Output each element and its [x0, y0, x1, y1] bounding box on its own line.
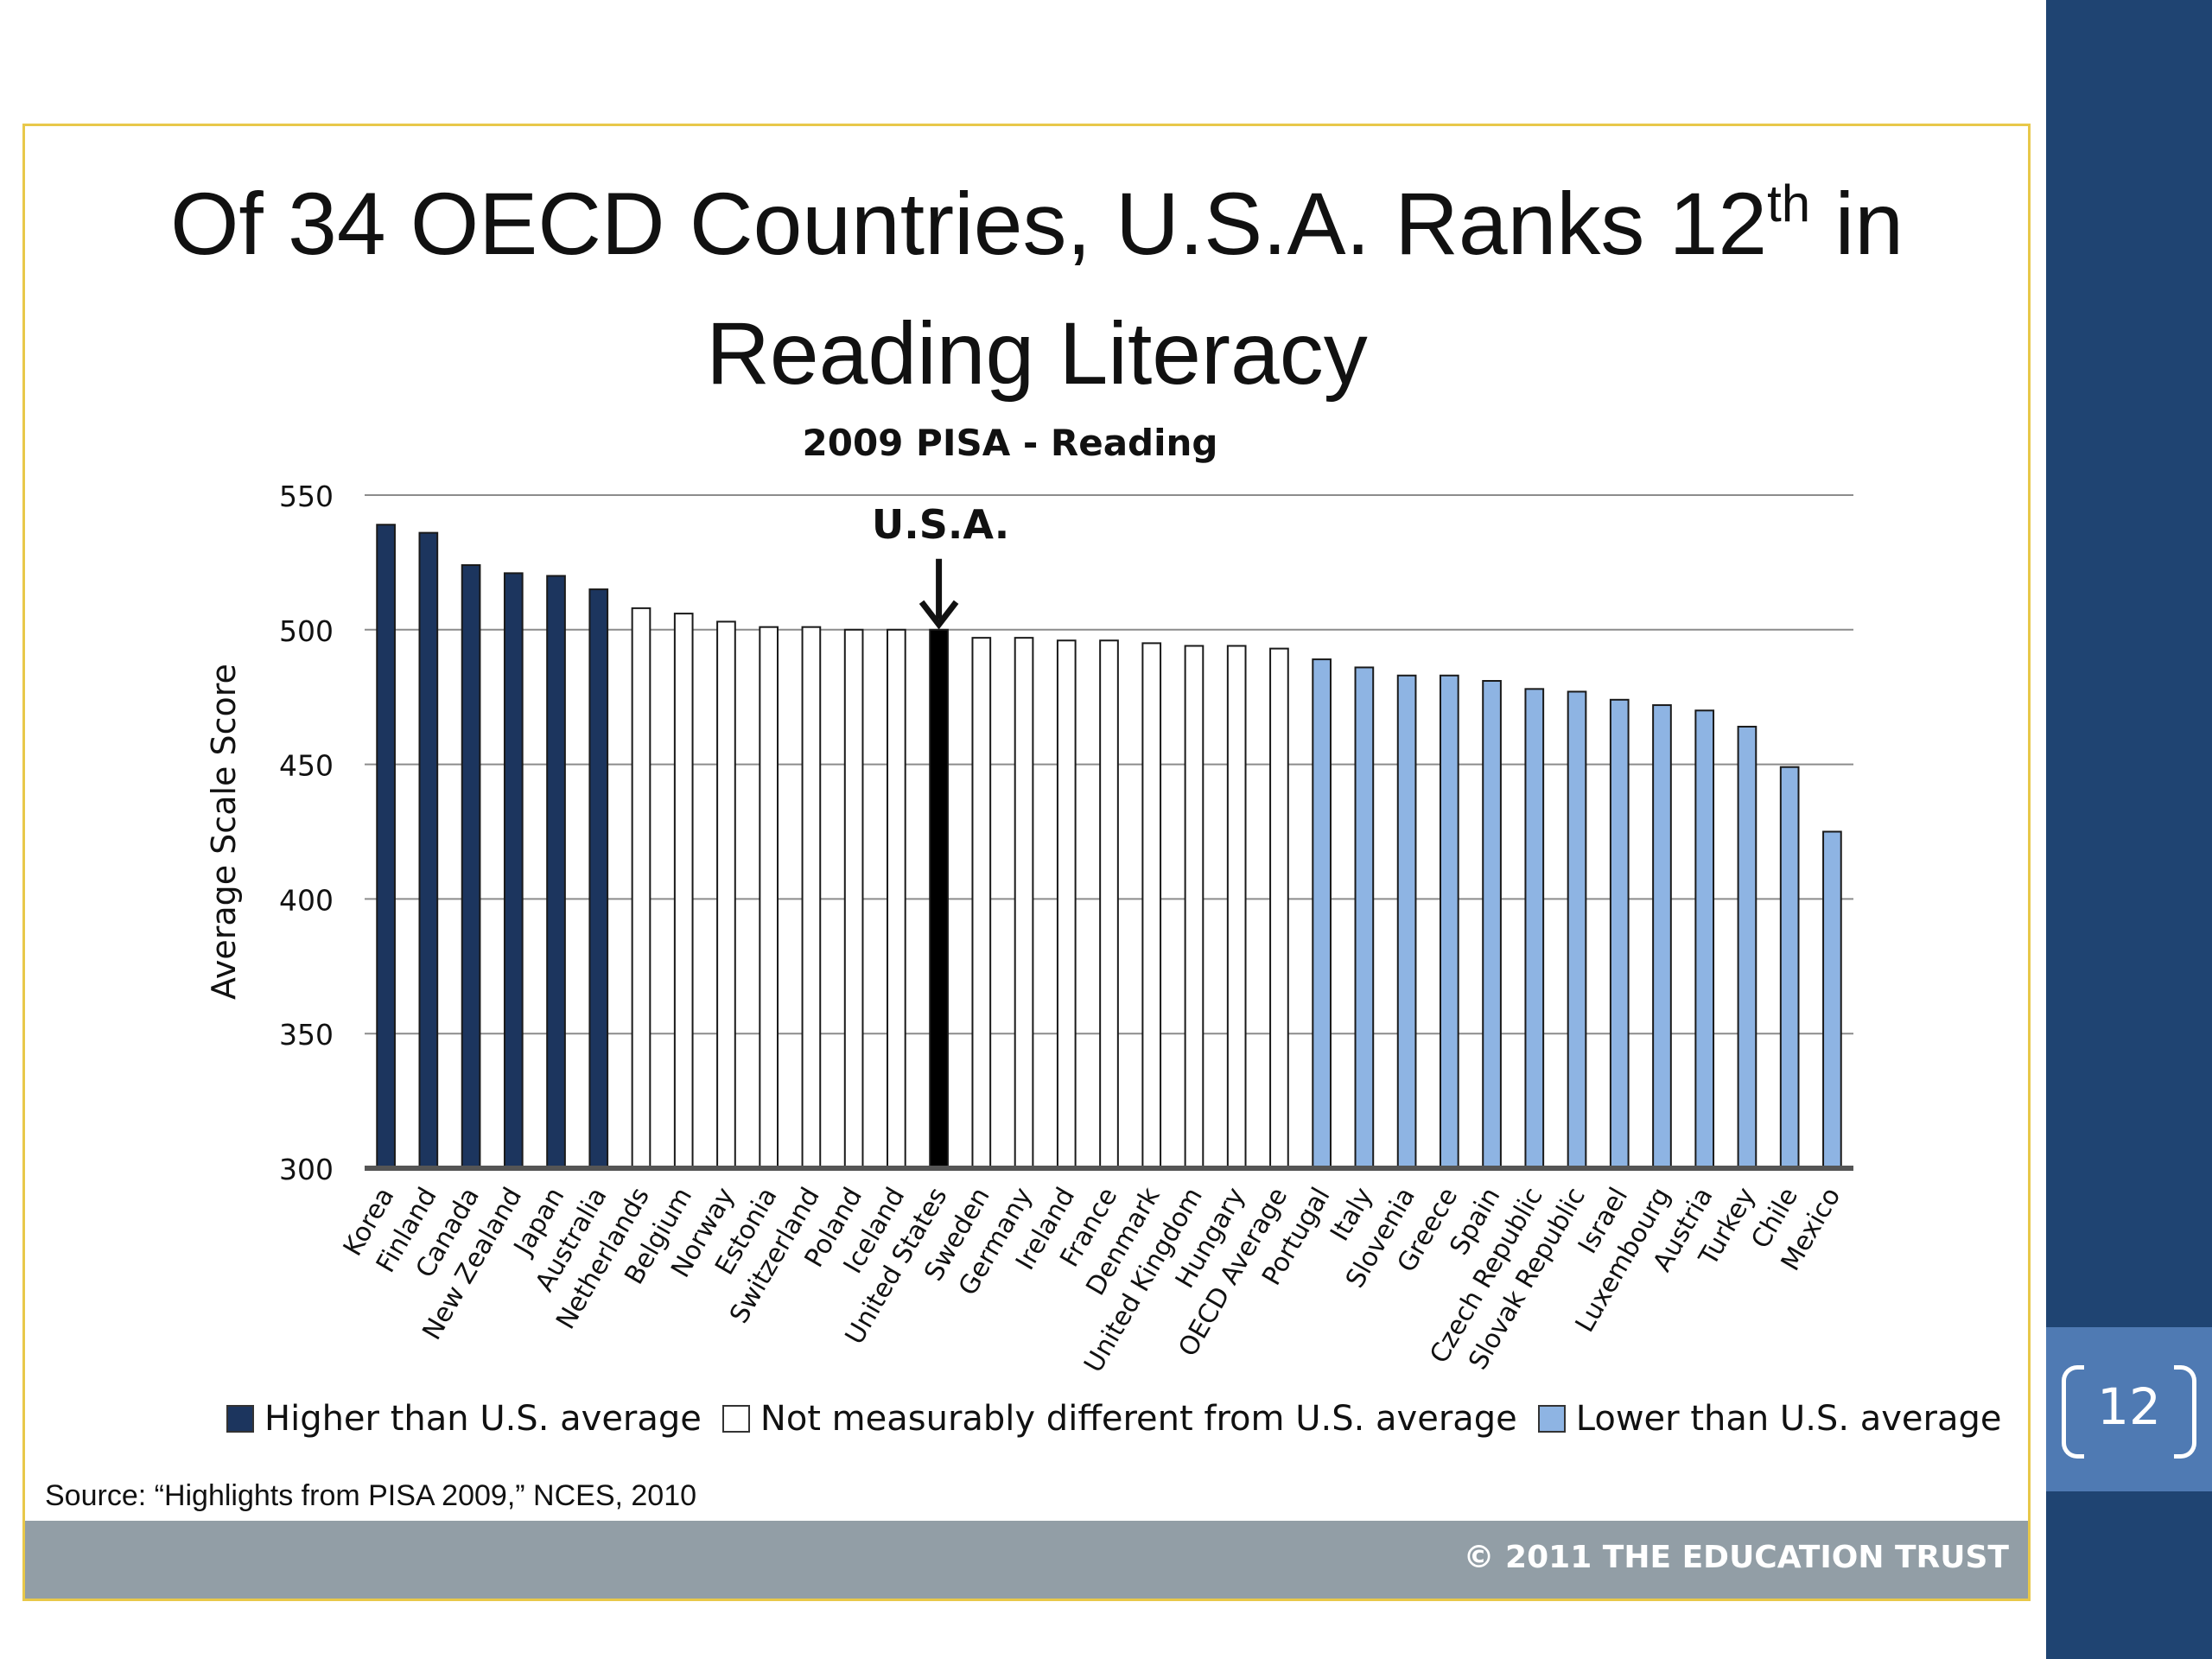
chart-legend: Higher than U.S. average Not measurably …: [226, 1395, 2002, 1443]
bar: [673, 613, 694, 1169]
bar: [1609, 698, 1630, 1169]
bar: [716, 620, 736, 1169]
bar: [1099, 639, 1119, 1169]
bar: [418, 531, 439, 1169]
bar: [1779, 766, 1800, 1169]
slide-title-line-1: Of 34 OECD Countries, U.S.A. Ranks 12th …: [35, 178, 2039, 269]
page-number-badge: 12: [2046, 1327, 2212, 1491]
bar: [1269, 647, 1289, 1169]
bar: [1694, 709, 1715, 1169]
legend-swatch-same: [721, 1405, 750, 1433]
y-tick-label: 550: [279, 480, 334, 513]
bar: [1439, 674, 1459, 1169]
legend-item-higher: Higher than U.S. average: [226, 1399, 702, 1439]
bar: [1567, 690, 1587, 1169]
bar: [546, 575, 566, 1169]
bar: [1652, 704, 1672, 1169]
bar: [1226, 645, 1247, 1169]
bar: [971, 637, 992, 1169]
bar: [1014, 637, 1034, 1169]
y-tick-label: 300: [279, 1153, 334, 1186]
bar: [843, 628, 864, 1169]
title-main: Of 34 OECD Countries, U.S.A. Ranks 12: [170, 175, 1768, 273]
legend-label-higher: Higher than U.S. average: [264, 1399, 702, 1439]
bar: [1396, 674, 1417, 1169]
bar: [503, 572, 524, 1169]
legend-swatch-lower: [1537, 1405, 1566, 1433]
bar: [1524, 688, 1545, 1169]
bar: [631, 607, 652, 1169]
copyright-text: © 2011 THE EDUCATION TRUST: [1463, 1540, 2009, 1575]
legend-item-same: Not measurably different from U.S. avera…: [721, 1399, 1517, 1439]
legend-swatch-higher: [226, 1405, 254, 1433]
bar: [1482, 680, 1502, 1169]
legend-item-lower: Lower than U.S. average: [1537, 1399, 2002, 1439]
bar: [801, 626, 822, 1169]
bar: [376, 524, 396, 1169]
chart-title: 2009 PISA - Reading: [802, 422, 1218, 464]
y-tick-label: 500: [279, 614, 334, 648]
bar: [1737, 725, 1758, 1169]
slide-title-line-2: Reading Literacy: [706, 304, 1368, 403]
bracket-right-icon: [2174, 1365, 2196, 1459]
legend-label-lower: Lower than U.S. average: [1575, 1399, 2002, 1439]
bar: [1056, 639, 1077, 1169]
source-note: Source: “Highlights from PISA 2009,” NCE…: [45, 1479, 697, 1512]
bar: [929, 628, 949, 1169]
bar: [1822, 830, 1842, 1169]
bar: [1184, 645, 1205, 1169]
legend-label-same: Not measurably different from U.S. avera…: [760, 1399, 1517, 1439]
title-end: in: [1810, 175, 1904, 273]
bar: [759, 626, 779, 1169]
footer-band: © 2011 THE EDUCATION TRUST: [25, 1521, 2028, 1599]
slide-frame: [22, 124, 2031, 1601]
bar: [1141, 642, 1162, 1169]
title-superscript: th: [1767, 175, 1811, 232]
y-tick-label: 400: [279, 883, 334, 917]
y-tick-label: 450: [279, 749, 334, 783]
y-axis-label: Average Scale Score: [205, 664, 243, 1000]
bar: [1312, 658, 1332, 1169]
bracket-left-icon: [2062, 1365, 2084, 1459]
y-tick-label: 350: [279, 1018, 334, 1052]
annotation-arrow-head: [918, 600, 959, 630]
page-number: 12: [2097, 1377, 2161, 1436]
bar: [588, 588, 609, 1169]
bar: [887, 628, 906, 1169]
bar: [1354, 666, 1375, 1169]
annotation-label: U.S.A.: [872, 501, 1009, 548]
bar: [461, 564, 481, 1169]
